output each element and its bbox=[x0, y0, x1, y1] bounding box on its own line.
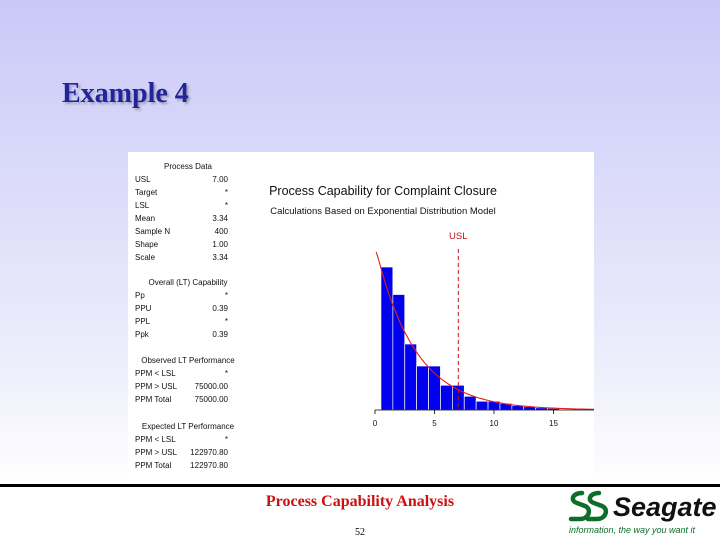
stat-label: PPM < LSL bbox=[135, 435, 176, 444]
stat-label: PPL bbox=[135, 317, 151, 326]
stat-value: 1.00 bbox=[212, 240, 228, 249]
footer-divider bbox=[0, 484, 720, 487]
stat-value: * bbox=[225, 291, 228, 300]
stat-value: * bbox=[225, 317, 228, 326]
histogram-bars bbox=[380, 266, 560, 411]
logo-tagline: information, the way you want it bbox=[569, 525, 696, 535]
chart-subtitle: Calculations Based on Exponential Distri… bbox=[270, 206, 496, 217]
stat-value: 7.00 bbox=[212, 175, 228, 184]
stat-label: PPM > USL bbox=[135, 448, 178, 457]
usl-label: USL bbox=[449, 231, 467, 242]
overall-capability-heading: Overall (LT) Capability bbox=[149, 278, 228, 287]
slide-title: Example 4 bbox=[62, 78, 189, 109]
exponential-fit-curve bbox=[375, 251, 594, 410]
histogram-bar bbox=[463, 395, 477, 411]
stats-table: Process Data USL 7.00 Target * LSL * Mean 3.34 Sa… bbox=[135, 162, 235, 470]
seagate-mark-icon bbox=[568, 490, 609, 522]
x-axis: 0510152025 bbox=[373, 409, 594, 428]
process-data-heading: Process Data bbox=[164, 162, 213, 171]
footer-title: Process Capability Analysis bbox=[265, 493, 455, 510]
stat-label: USL bbox=[135, 175, 151, 184]
page-number: 52 bbox=[355, 527, 365, 538]
histogram-bar bbox=[416, 365, 429, 411]
stat-label: PPU bbox=[135, 304, 152, 313]
stat-label: Pp bbox=[135, 291, 145, 300]
histogram-bar bbox=[440, 384, 453, 411]
stat-label: PPM Total bbox=[135, 395, 172, 404]
capability-chart: Process Capability for Complaint Closure… bbox=[269, 184, 594, 428]
x-tick-label: 10 bbox=[490, 419, 499, 428]
x-tick-label: 5 bbox=[432, 419, 437, 428]
stat-label: PPM Total bbox=[135, 461, 172, 470]
stat-value: 75000.00 bbox=[195, 395, 229, 404]
x-tick-label: 15 bbox=[549, 419, 558, 428]
chart-title: Process Capability for Complaint Closure bbox=[269, 184, 497, 198]
histogram-bar bbox=[392, 294, 406, 411]
stat-label: PPM > USL bbox=[135, 382, 178, 391]
stat-value: 122970.80 bbox=[190, 461, 228, 470]
stat-value: * bbox=[225, 188, 228, 197]
usl-layer: USL bbox=[449, 231, 468, 410]
stat-label: LSL bbox=[135, 201, 150, 210]
histogram-bar bbox=[475, 400, 489, 411]
stat-value: 0.39 bbox=[212, 330, 228, 339]
stat-value: 400 bbox=[215, 227, 229, 236]
stat-value: 0.39 bbox=[212, 304, 228, 313]
minitab-output-panel: Process Data USL 7.00 Target * LSL * Mean 3.34 Sa… bbox=[128, 152, 594, 482]
stat-label: Scale bbox=[135, 253, 156, 262]
stat-value: 75000.00 bbox=[195, 382, 229, 391]
stat-label: Ppk bbox=[135, 330, 150, 339]
seagate-logo: Seagate information, the way you want it bbox=[568, 490, 717, 538]
logo-wordmark: Seagate bbox=[613, 492, 717, 522]
stat-label: PPM < LSL bbox=[135, 369, 176, 378]
expected-performance-heading: Expected LT Performance bbox=[142, 422, 235, 431]
stat-value: 3.34 bbox=[212, 253, 228, 262]
x-tick-label: 0 bbox=[373, 419, 378, 428]
stat-label: Sample N bbox=[135, 227, 170, 236]
histogram-bar bbox=[404, 343, 417, 411]
stat-value: 3.34 bbox=[212, 214, 228, 223]
fit-curve-layer bbox=[375, 251, 594, 410]
stat-label: Shape bbox=[135, 240, 159, 249]
stat-label: Target bbox=[135, 188, 158, 197]
stat-value: * bbox=[225, 201, 228, 210]
observed-performance-heading: Observed LT Performance bbox=[141, 356, 235, 365]
stat-value: * bbox=[225, 369, 228, 378]
stat-value: * bbox=[225, 435, 228, 444]
stat-value: 122970.80 bbox=[190, 448, 228, 457]
stat-label: Mean bbox=[135, 214, 155, 223]
